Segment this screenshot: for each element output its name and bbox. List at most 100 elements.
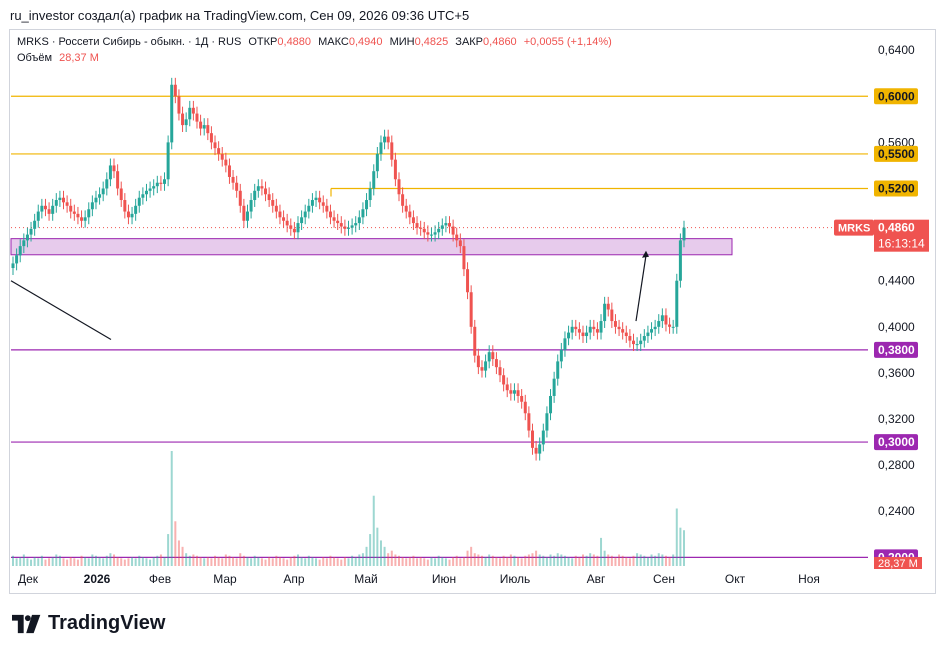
candle-body [119,188,123,201]
price-tick-label: 0,4400 [878,274,915,288]
volume-bar [163,557,166,566]
change-value: +0,0055 (+1,14%) [523,36,612,48]
candle-body [58,197,62,201]
volume-bar [30,559,33,566]
time-tick-label: Апр [283,572,305,586]
candle-body [123,200,127,212]
volume-bar [286,559,289,566]
candle-body [339,223,343,227]
volume-bar [387,553,390,566]
volume-bar [343,557,346,566]
candle-body [163,179,167,184]
candle-body [278,211,282,218]
candle-body [545,413,549,431]
candle-body [354,223,358,226]
volume-bar [361,553,364,566]
time-tick-label: Авг [587,572,606,586]
candle-body [310,200,314,206]
volume-bar [44,559,47,566]
volume-bar [192,554,195,566]
volume-bar [654,555,657,566]
candle-body [613,321,617,327]
volume-bar [268,557,271,566]
volume-bar [98,557,101,566]
candle-body [538,444,542,454]
volume-bar [149,559,152,566]
candle-body [134,205,138,214]
volume-bar [621,555,624,566]
tradingview-logo[interactable]: TradingView [12,612,165,635]
candle-body [505,384,509,391]
close-label: ЗАКР [455,36,484,48]
volume-bar [585,555,588,566]
volume-bar [333,557,336,566]
volume-tag [874,557,922,569]
volume-bar [574,555,577,566]
candle-body [195,113,199,122]
candle-body [105,179,109,189]
candle-body [87,209,91,218]
volume-bar [224,554,227,566]
volume-bar [607,554,610,566]
volume-bar [282,558,285,566]
candle-body [631,340,635,345]
arrow-head [642,250,649,258]
volume-bar [188,555,191,566]
candle-body [523,401,527,414]
volume-bar [538,554,541,566]
candle-body [512,390,516,394]
time-tick-label: Июль [500,572,531,586]
volume-bar [235,558,238,566]
candle-body [152,186,156,189]
volume-bar [430,557,433,566]
candle-body [404,205,408,212]
volume-bar [69,557,72,566]
candle-body [563,338,567,350]
volume-bar [12,555,14,566]
volume-bar [351,555,354,566]
volume-bar [257,557,260,566]
volume-bar [51,557,54,566]
volume-bar [628,558,631,566]
tradingview-brand: TradingView [48,612,166,634]
chart-frame[interactable] [9,29,936,594]
volume-bar [15,558,18,566]
volume-bar [232,557,235,566]
volume-bar [376,527,379,566]
candle-body [22,240,26,247]
volume-bar [499,558,502,566]
candle-body [534,447,538,454]
candle-body [256,186,260,191]
candle-body [36,211,40,221]
volume-bar [567,557,570,566]
volume-bar [156,555,159,566]
volume-legend: Объём 28,37 M [17,52,99,64]
candle-body [159,182,163,184]
candle-body [199,121,203,129]
candle-body [567,332,571,339]
candle-body [51,205,55,214]
low-value: 0,4825 [414,36,449,48]
volume-bar [657,553,660,566]
candle-body [101,188,105,195]
candle-body [448,223,452,227]
volume-bar [131,557,134,566]
countdown-label: 16:13:14 [878,237,925,251]
time-tick-label: Сен [653,572,675,586]
candle-body [617,326,621,330]
volume-bar [159,554,162,566]
candle-body [76,213,80,218]
volume-bar [535,550,538,566]
candle-body [444,223,448,226]
levels-layer [10,95,868,558]
candle-body [415,223,419,228]
candle-body [466,269,470,293]
price-tick-label: 0,4000 [878,320,915,334]
volume-bar [517,557,520,566]
volume-bar [372,495,375,566]
price-chart[interactable]: 0,6400 0,5600 0,4400 0,4000 0,3600 0,3200 0,28… [0,0,946,600]
candle-body [112,165,116,172]
volume-bar [462,557,465,566]
volume-bar [488,554,491,566]
candle-body [65,202,69,206]
